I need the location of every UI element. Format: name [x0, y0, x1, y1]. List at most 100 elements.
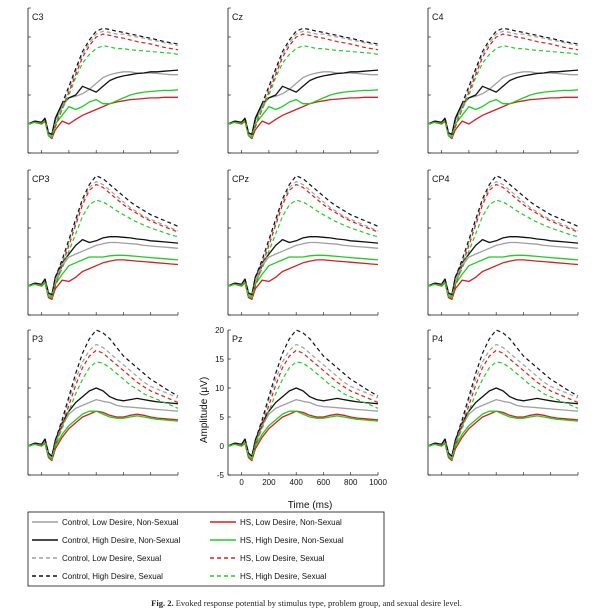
legend-label: HS, Low Desire, Sexual: [240, 554, 325, 563]
panel-label: CP4: [432, 174, 450, 184]
series-line: [27, 387, 179, 458]
series-line: [227, 30, 379, 137]
x-tick-label: 0: [239, 478, 244, 487]
series-line: [27, 410, 179, 460]
legend-label: HS, High Desire, Non-Sexual: [240, 536, 344, 545]
panel-c4: C4: [427, 7, 579, 154]
x-tick-label: 800: [344, 478, 358, 487]
series-line: [427, 254, 579, 299]
series-line: [227, 33, 379, 140]
panel-label: P3: [32, 334, 43, 344]
series-line: [227, 410, 379, 460]
series-line: [227, 349, 379, 462]
series-line: [27, 398, 179, 459]
panel-label: C4: [432, 12, 444, 22]
series-line: [427, 89, 579, 138]
series-line: [227, 175, 379, 296]
legend-label: Control, Low Desire, Sexual: [62, 554, 161, 563]
series-line: [427, 175, 579, 296]
x-tick-label: 600: [317, 478, 331, 487]
series-line: [427, 30, 579, 137]
y-tick-label: 5: [220, 413, 225, 422]
panel-cpz: CPz: [227, 169, 379, 316]
series-line: [427, 241, 579, 298]
series-line: [27, 183, 179, 300]
series-line: [227, 254, 379, 299]
x-tick-label: 200: [262, 478, 276, 487]
series-line: [27, 254, 179, 299]
legend-label: HS, Low Desire, Non-Sexual: [240, 518, 342, 527]
series-line: [27, 329, 179, 457]
series-line: [427, 259, 579, 300]
series-line: [427, 33, 579, 140]
panel-label: Cz: [232, 12, 243, 22]
legend-label: HS, High Desire, Sexual: [240, 572, 326, 581]
series-line: [427, 361, 579, 460]
series-line: [27, 349, 179, 462]
series-line: [227, 398, 379, 459]
x-axis-label: Time (ms): [288, 500, 333, 511]
y-tick-label: 10: [215, 384, 224, 393]
legend: Control, Low Desire, Non-Sexual HS, Low D…: [27, 511, 385, 587]
legend-label: Control, High Desire, Sexual: [62, 572, 163, 581]
series-line: [27, 181, 179, 297]
series-line: [27, 69, 179, 136]
y-tick-label: -5: [217, 471, 225, 480]
series-line: [427, 183, 579, 300]
series-line: [427, 387, 579, 458]
series-line: [227, 236, 379, 296]
x-tick-label: 400: [290, 478, 304, 487]
series-line: [27, 199, 179, 299]
series-line: [27, 89, 179, 138]
figure-caption: Fig. 2. Evoked response potential by sti…: [0, 598, 613, 608]
series-line: [27, 241, 179, 298]
legend-box: [27, 511, 385, 587]
series-line: [227, 183, 379, 300]
panel-grid: C3 Cz C4 CP3 CPz CP4 P3 Pz 0 200 400 600 800 1000 -5 0 5…: [27, 7, 579, 487]
series-line: [227, 387, 379, 458]
panel-label: CPz: [232, 174, 250, 184]
series-line: [427, 349, 579, 462]
panel-label: P4: [432, 334, 443, 344]
series-line: [227, 89, 379, 138]
series-line: [27, 259, 179, 300]
y-tick-label: 15: [215, 355, 224, 364]
y-axis-label: Amplitude (μV): [199, 377, 210, 443]
panel-p3: P3: [27, 329, 179, 476]
panel-label: CP3: [32, 174, 50, 184]
legend-label: Control, High Desire, Non-Sexual: [62, 536, 180, 545]
series-line: [27, 236, 179, 296]
y-tick-label: 0: [220, 442, 225, 451]
panel-cz: Cz: [227, 7, 379, 154]
caption-label: Fig. 2.: [151, 598, 174, 608]
y-tick-label: 20: [215, 326, 224, 335]
series-line: [427, 181, 579, 297]
axis-labels: Time (ms) Amplitude (μV): [199, 377, 332, 511]
panel-p4: P4: [427, 329, 579, 476]
panel-c3: C3: [27, 7, 179, 154]
series-line: [227, 259, 379, 300]
series-line: [27, 175, 179, 296]
series-line: [427, 199, 579, 299]
series-line: [27, 361, 179, 460]
series-line: [227, 241, 379, 298]
series-line: [227, 361, 379, 460]
series-line: [27, 30, 179, 137]
series-line: [27, 33, 179, 140]
panel-cp4: CP4: [427, 169, 579, 316]
panel-label: Pz: [232, 334, 243, 344]
x-tick-label: 1000: [369, 478, 387, 487]
series-line: [427, 329, 579, 457]
series-line: [427, 236, 579, 296]
legend-label: Control, Low Desire, Non-Sexual: [62, 518, 179, 527]
series-line: [427, 410, 579, 460]
panel-pz: Pz 0 200 400 600 800 1000 -5 0 5 10 15 20: [215, 326, 387, 487]
panel-cp3: CP3: [27, 169, 179, 316]
series-line: [27, 27, 179, 135]
panel-label: C3: [32, 12, 44, 22]
series-line: [427, 398, 579, 459]
series-line: [227, 69, 379, 136]
series-line: [427, 27, 579, 135]
series-line: [227, 329, 379, 457]
